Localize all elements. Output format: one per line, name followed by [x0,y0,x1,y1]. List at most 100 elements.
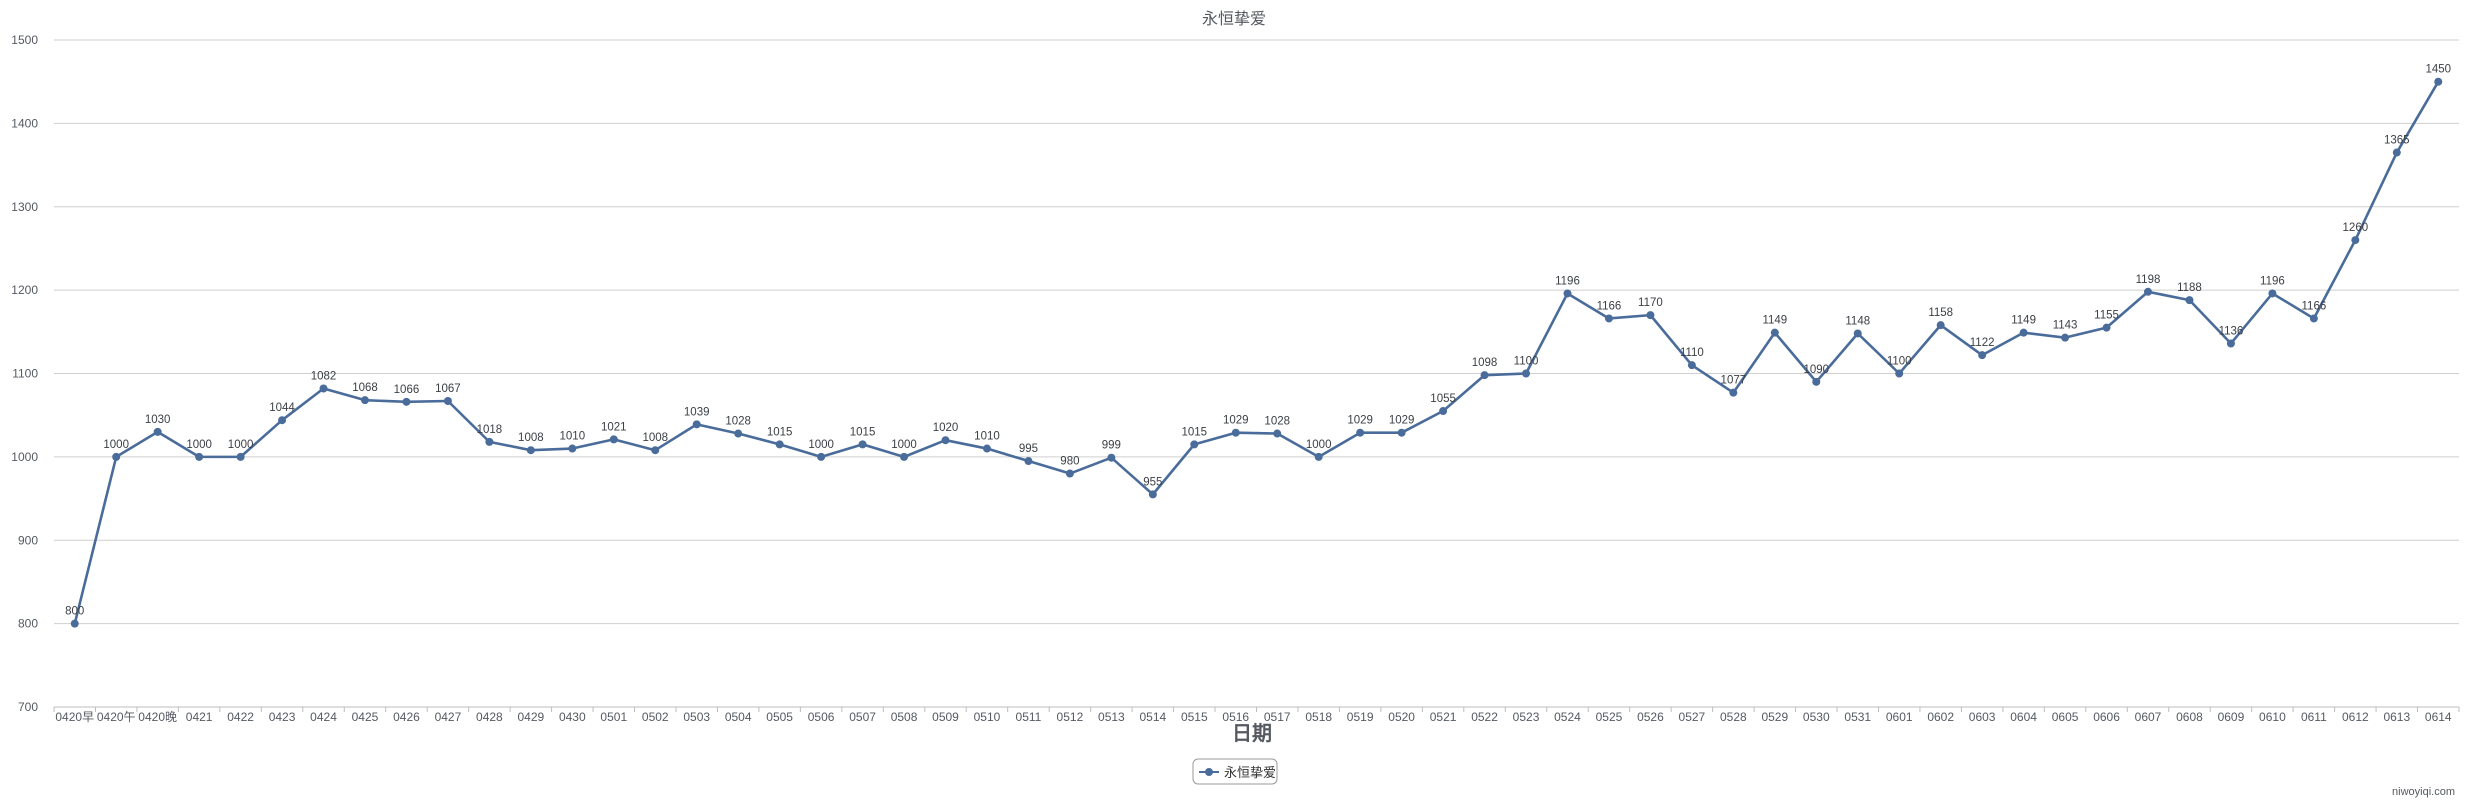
data-point[interactable] [2268,289,2277,298]
data-point[interactable] [2434,77,2443,86]
data-point[interactable] [858,440,867,449]
data-label: 800 [65,606,84,618]
data-label: 1015 [850,426,876,438]
data-point[interactable] [1604,314,1613,323]
data-point[interactable] [2102,323,2111,332]
data-point[interactable] [568,444,577,453]
data-point[interactable] [734,429,743,438]
data-point[interactable] [195,452,204,461]
data-point[interactable] [1687,361,1696,370]
data-point[interactable] [485,437,494,446]
x-tick-label: 0526 [1637,710,1664,724]
data-point[interactable] [236,452,245,461]
data-point[interactable] [651,446,660,455]
x-tick-label: 0510 [974,710,1001,724]
data-label: 1136 [2219,325,2244,337]
data-point[interactable] [817,452,826,461]
data-point[interactable] [2185,296,2194,305]
data-point[interactable] [70,619,79,628]
data-point[interactable] [2351,236,2360,245]
data-point[interactable] [1978,351,1987,360]
data-point[interactable] [2019,328,2028,337]
series-group [70,77,2443,628]
data-point[interactable] [1148,490,1157,499]
data-label: 1122 [1970,337,1995,349]
data-point[interactable] [1563,289,1572,298]
data-label: 1029 [1347,415,1373,427]
data-point[interactable] [1439,407,1448,416]
data-point[interactable] [2226,339,2235,348]
x-tick-label: 0421 [186,710,213,724]
data-label: 1260 [2343,222,2369,234]
data-point[interactable] [1646,311,1655,320]
data-label: 1082 [311,371,337,383]
data-point[interactable] [526,446,535,455]
data-point[interactable] [1480,371,1489,380]
data-point[interactable] [1356,428,1365,437]
data-point[interactable] [1107,453,1116,462]
data-point[interactable] [2392,148,2401,157]
data-point[interactable] [278,416,287,425]
x-tick-label: 0504 [725,710,752,724]
data-point[interactable] [1231,428,1240,437]
data-point[interactable] [609,435,618,444]
data-point[interactable] [775,440,784,449]
data-point[interactable] [1522,369,1531,378]
data-point[interactable] [2309,314,2318,323]
data-point[interactable] [1065,469,1074,478]
data-label: 1000 [228,439,254,451]
x-tick-label: 0607 [2135,710,2162,724]
data-label: 1000 [808,439,834,451]
grid-lines [54,39,2459,708]
data-point[interactable] [1397,428,1406,437]
y-axis-ticks: 700 800 900 1000 1100 1200 1300 1400 1500 [11,33,38,714]
x-tick-label: 0514 [1139,710,1166,724]
data-point[interactable] [1024,457,1033,466]
data-point[interactable] [900,452,909,461]
x-tick-label: 0528 [1720,710,1747,724]
data-point[interactable] [941,436,950,445]
data-point[interactable] [1770,328,1779,337]
y-tick-label: 1200 [11,283,38,297]
data-point[interactable] [1895,369,1904,378]
data-label: 1155 [2094,310,2119,322]
x-tick-label: 0430 [559,710,586,724]
legend-marker-icon [1205,768,1213,776]
x-tick-label: 0503 [683,710,710,724]
data-point[interactable] [2144,287,2153,296]
data-point[interactable] [1273,429,1282,438]
data-point[interactable] [1314,452,1323,461]
data-labels: 800 1000 1030 1000 1000 1044 1082 1068 1066 1067 1… [65,64,2451,618]
data-point[interactable] [153,427,162,436]
data-label: 1008 [642,432,668,444]
data-point[interactable] [402,397,411,406]
x-tick-label: 0518 [1305,710,1332,724]
data-point[interactable] [112,452,121,461]
x-tick-label: 0603 [1969,710,1996,724]
data-label: 1010 [974,431,1000,443]
data-label: 1015 [767,426,793,438]
data-label: 1020 [933,422,959,434]
x-tick-label: 0505 [766,710,793,724]
data-point[interactable] [1190,440,1199,449]
data-point[interactable] [443,397,452,406]
data-point[interactable] [1812,377,1821,386]
data-point[interactable] [2061,333,2070,342]
data-label: 1018 [477,424,503,436]
y-tick-label: 1100 [12,367,38,381]
data-point[interactable] [1729,388,1738,397]
x-axis-label: 日期 [1232,722,1272,745]
x-tick-label: 0420午 [97,710,136,724]
y-tick-label: 1000 [11,450,38,464]
data-point[interactable] [692,420,701,429]
data-point[interactable] [1936,321,1945,330]
data-point[interactable] [1853,329,1862,338]
legend[interactable]: 永恒挚爱 [1192,758,1278,785]
data-point[interactable] [319,384,328,393]
data-point[interactable] [982,444,991,453]
data-label: 1029 [1223,415,1249,427]
data-point[interactable] [360,396,369,405]
x-tick-label: 0511 [1016,710,1042,724]
data-label: 1066 [394,384,420,396]
